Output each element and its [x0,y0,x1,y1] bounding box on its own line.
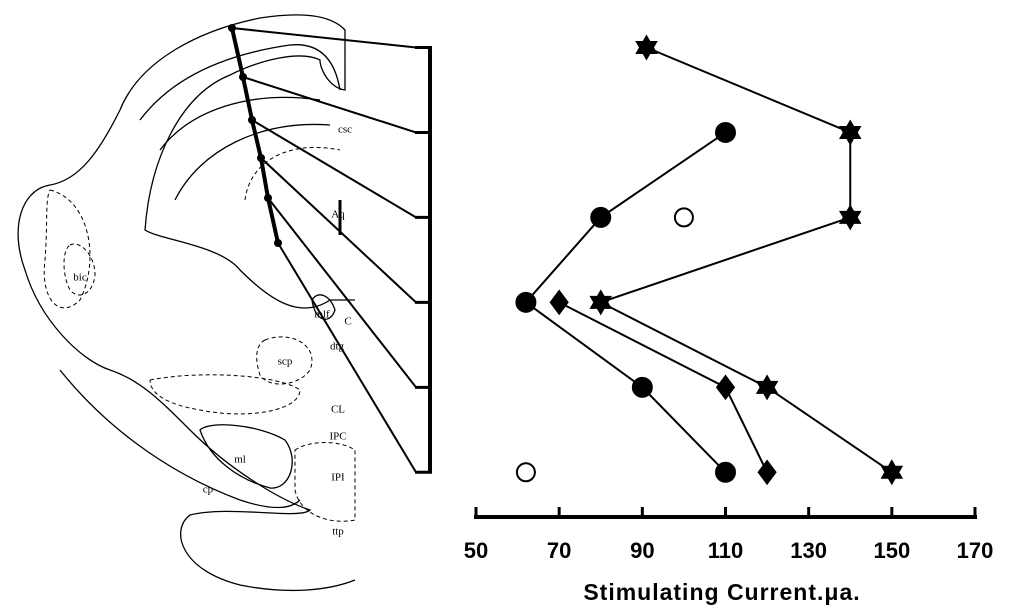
x-tick-label: 50 [464,538,488,563]
point [757,459,777,486]
connector [231,27,417,49]
point [673,207,694,228]
outline [199,424,293,489]
x-tick-label: 110 [708,538,744,563]
region-label: CL [331,404,345,416]
site-dot [239,73,247,81]
outline [139,44,341,121]
point [715,374,736,401]
point [838,119,862,146]
x-tick-label: 130 [790,538,827,563]
region [311,294,336,320]
point [635,34,658,61]
point [880,459,904,486]
x-tick-label: 150 [873,538,910,563]
connector [242,76,417,134]
region [256,336,313,385]
point [590,206,612,228]
x-tick-label: 90 [630,538,654,563]
outline [159,96,321,151]
region [43,189,91,309]
mask [356,0,416,608]
point [715,121,736,143]
region-label: csc [338,124,352,136]
site-dot [274,239,282,247]
site-dot [264,194,272,202]
region-label: C [344,316,351,328]
point [589,289,613,316]
connector [251,119,417,219]
point [549,289,569,316]
point [515,291,537,313]
point [631,376,653,398]
region-label: scp [278,356,293,368]
outline [119,14,355,309]
region-label: bic [73,272,87,284]
region-label: cp [203,484,214,496]
series-line [558,301,768,473]
point [838,204,862,231]
point [715,461,736,483]
region-label: IPI [331,472,345,484]
connector [260,157,417,304]
site-dot [248,116,256,124]
region-label: ml [234,454,246,466]
region-label: Aq [331,209,345,221]
region [149,374,301,415]
connector [277,242,417,473]
brain-section: csc Aq bic mlf C dtg scp CL ml IPC cp IP… [17,0,416,608]
connector [267,197,417,388]
x-axis-title: Stimulating Current.μa. [583,579,860,605]
region-label: ttp [332,526,344,538]
point [515,462,536,483]
x-tick-label: 170 [957,538,994,563]
electrode-track [230,27,280,244]
outline [174,123,331,201]
site-dot [257,154,265,162]
region-label: IPC [329,431,346,443]
series-line [598,46,893,474]
x-tick-label: 70 [547,538,571,563]
outline [59,369,301,509]
region-label: dtg [330,341,345,353]
site-dot [228,24,236,32]
outline [17,109,356,592]
point [755,374,779,401]
region [244,146,341,201]
region [294,442,356,522]
